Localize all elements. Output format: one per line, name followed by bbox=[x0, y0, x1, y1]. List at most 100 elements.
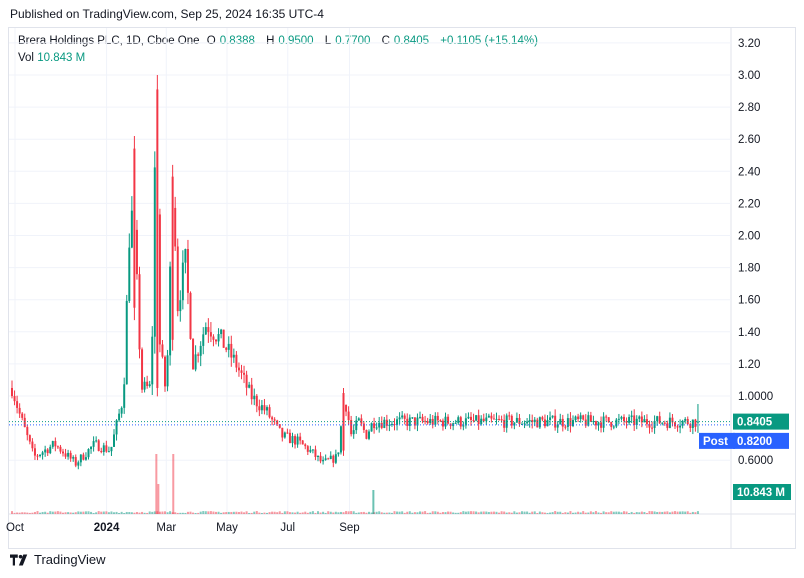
candle-body bbox=[696, 421, 699, 423]
symbol-legend: Brera Holdings PLC, 1D, Cboe One O 0.8388… bbox=[18, 35, 542, 47]
volume-bar bbox=[536, 512, 539, 514]
y-tick-label: 3.20 bbox=[738, 38, 760, 50]
candle-body bbox=[248, 384, 251, 388]
volume-bar bbox=[663, 511, 666, 514]
candle-body bbox=[18, 407, 21, 414]
candle-body bbox=[643, 419, 646, 423]
volume-bar bbox=[209, 511, 212, 514]
volume-bar bbox=[286, 511, 289, 514]
volume-bar bbox=[421, 511, 424, 514]
low-value: L 0.7700 bbox=[324, 35, 371, 47]
candle-body bbox=[281, 427, 284, 438]
volume-bar bbox=[362, 511, 365, 514]
candle-body bbox=[286, 432, 289, 434]
volume-bar bbox=[169, 511, 172, 514]
candle-body bbox=[472, 419, 475, 421]
volume-bar bbox=[79, 511, 82, 514]
candle-body bbox=[411, 417, 414, 419]
volume-bar bbox=[605, 512, 608, 514]
volume-bar bbox=[237, 511, 240, 514]
candle-body bbox=[255, 395, 258, 407]
volume-bar bbox=[569, 511, 572, 514]
volume-bar bbox=[401, 511, 404, 514]
volume-bar bbox=[574, 512, 577, 514]
candle-body bbox=[434, 415, 437, 425]
volume-bar bbox=[543, 512, 546, 514]
candle-body bbox=[189, 292, 192, 339]
candle-body bbox=[533, 419, 536, 423]
volume-spike-bar bbox=[155, 454, 158, 514]
candle-body bbox=[574, 416, 577, 421]
candle-body bbox=[146, 381, 149, 387]
x-tick-label: 2024 bbox=[94, 522, 120, 534]
volume-bar bbox=[36, 511, 39, 514]
volume-bar bbox=[470, 511, 472, 514]
candle-body bbox=[164, 356, 166, 387]
volume-bar bbox=[49, 511, 52, 514]
x-tick-label: Oct bbox=[6, 522, 25, 534]
volume-bar bbox=[186, 511, 189, 514]
candle-body bbox=[355, 420, 358, 431]
volume-bar bbox=[378, 511, 381, 514]
candle-body bbox=[365, 429, 368, 439]
candle-body bbox=[59, 446, 62, 452]
candle-body bbox=[237, 367, 240, 371]
volume-bar bbox=[424, 511, 427, 514]
candle-body bbox=[110, 446, 113, 452]
high-value: H 0.9500 bbox=[266, 35, 314, 47]
volume-bar bbox=[258, 512, 261, 514]
volume-bar bbox=[263, 512, 266, 514]
candle-body bbox=[49, 446, 52, 454]
candle-body bbox=[105, 445, 108, 452]
candle-body bbox=[337, 452, 340, 455]
volume-bar bbox=[365, 512, 368, 514]
candle-body bbox=[541, 417, 544, 420]
candle-body bbox=[31, 441, 34, 449]
volume-bar bbox=[625, 511, 628, 514]
volume-spike-bar bbox=[157, 484, 160, 514]
candle-body bbox=[16, 401, 19, 408]
chart-frame[interactable] bbox=[8, 27, 796, 549]
volume-bar bbox=[107, 512, 110, 514]
volume-bar bbox=[472, 511, 475, 514]
volume-bar bbox=[240, 511, 243, 514]
volume-bar bbox=[189, 511, 192, 514]
candle-body bbox=[44, 449, 47, 453]
y-tick-label: 3.00 bbox=[738, 70, 760, 82]
candle-body bbox=[334, 454, 337, 463]
volume-bar bbox=[288, 512, 291, 514]
volume-bar bbox=[299, 512, 302, 514]
candle-body bbox=[546, 419, 549, 427]
volume-bar bbox=[546, 512, 549, 514]
candle-body bbox=[230, 343, 233, 358]
volume-legend: Vol 10.843 M bbox=[18, 52, 86, 64]
candle-body bbox=[380, 422, 383, 428]
candle-body bbox=[51, 441, 54, 447]
volume-bar bbox=[617, 511, 620, 514]
candle-body bbox=[84, 457, 87, 460]
candle-body bbox=[77, 462, 80, 466]
volume-bar bbox=[464, 511, 467, 514]
candle-body bbox=[526, 421, 529, 424]
candle-body bbox=[393, 423, 396, 425]
candle-body bbox=[559, 418, 562, 425]
candle-body bbox=[564, 426, 567, 428]
volume-bar bbox=[572, 512, 574, 514]
volume-bar bbox=[492, 511, 495, 514]
candle-body bbox=[39, 454, 42, 457]
volume-bar bbox=[314, 512, 317, 514]
candle-body bbox=[600, 422, 603, 428]
volume-bar bbox=[18, 512, 21, 514]
candle-body bbox=[500, 419, 503, 421]
volume-bar bbox=[255, 511, 258, 514]
candle-body bbox=[13, 396, 16, 402]
candle-body bbox=[87, 449, 90, 458]
volume-bar bbox=[385, 512, 388, 514]
volume-bar bbox=[579, 512, 582, 514]
volume-bar bbox=[235, 511, 238, 514]
volume-value: 10.843 M bbox=[37, 52, 86, 64]
volume-bar bbox=[419, 511, 421, 514]
volume-bar bbox=[615, 511, 618, 514]
candle-body bbox=[118, 413, 121, 421]
